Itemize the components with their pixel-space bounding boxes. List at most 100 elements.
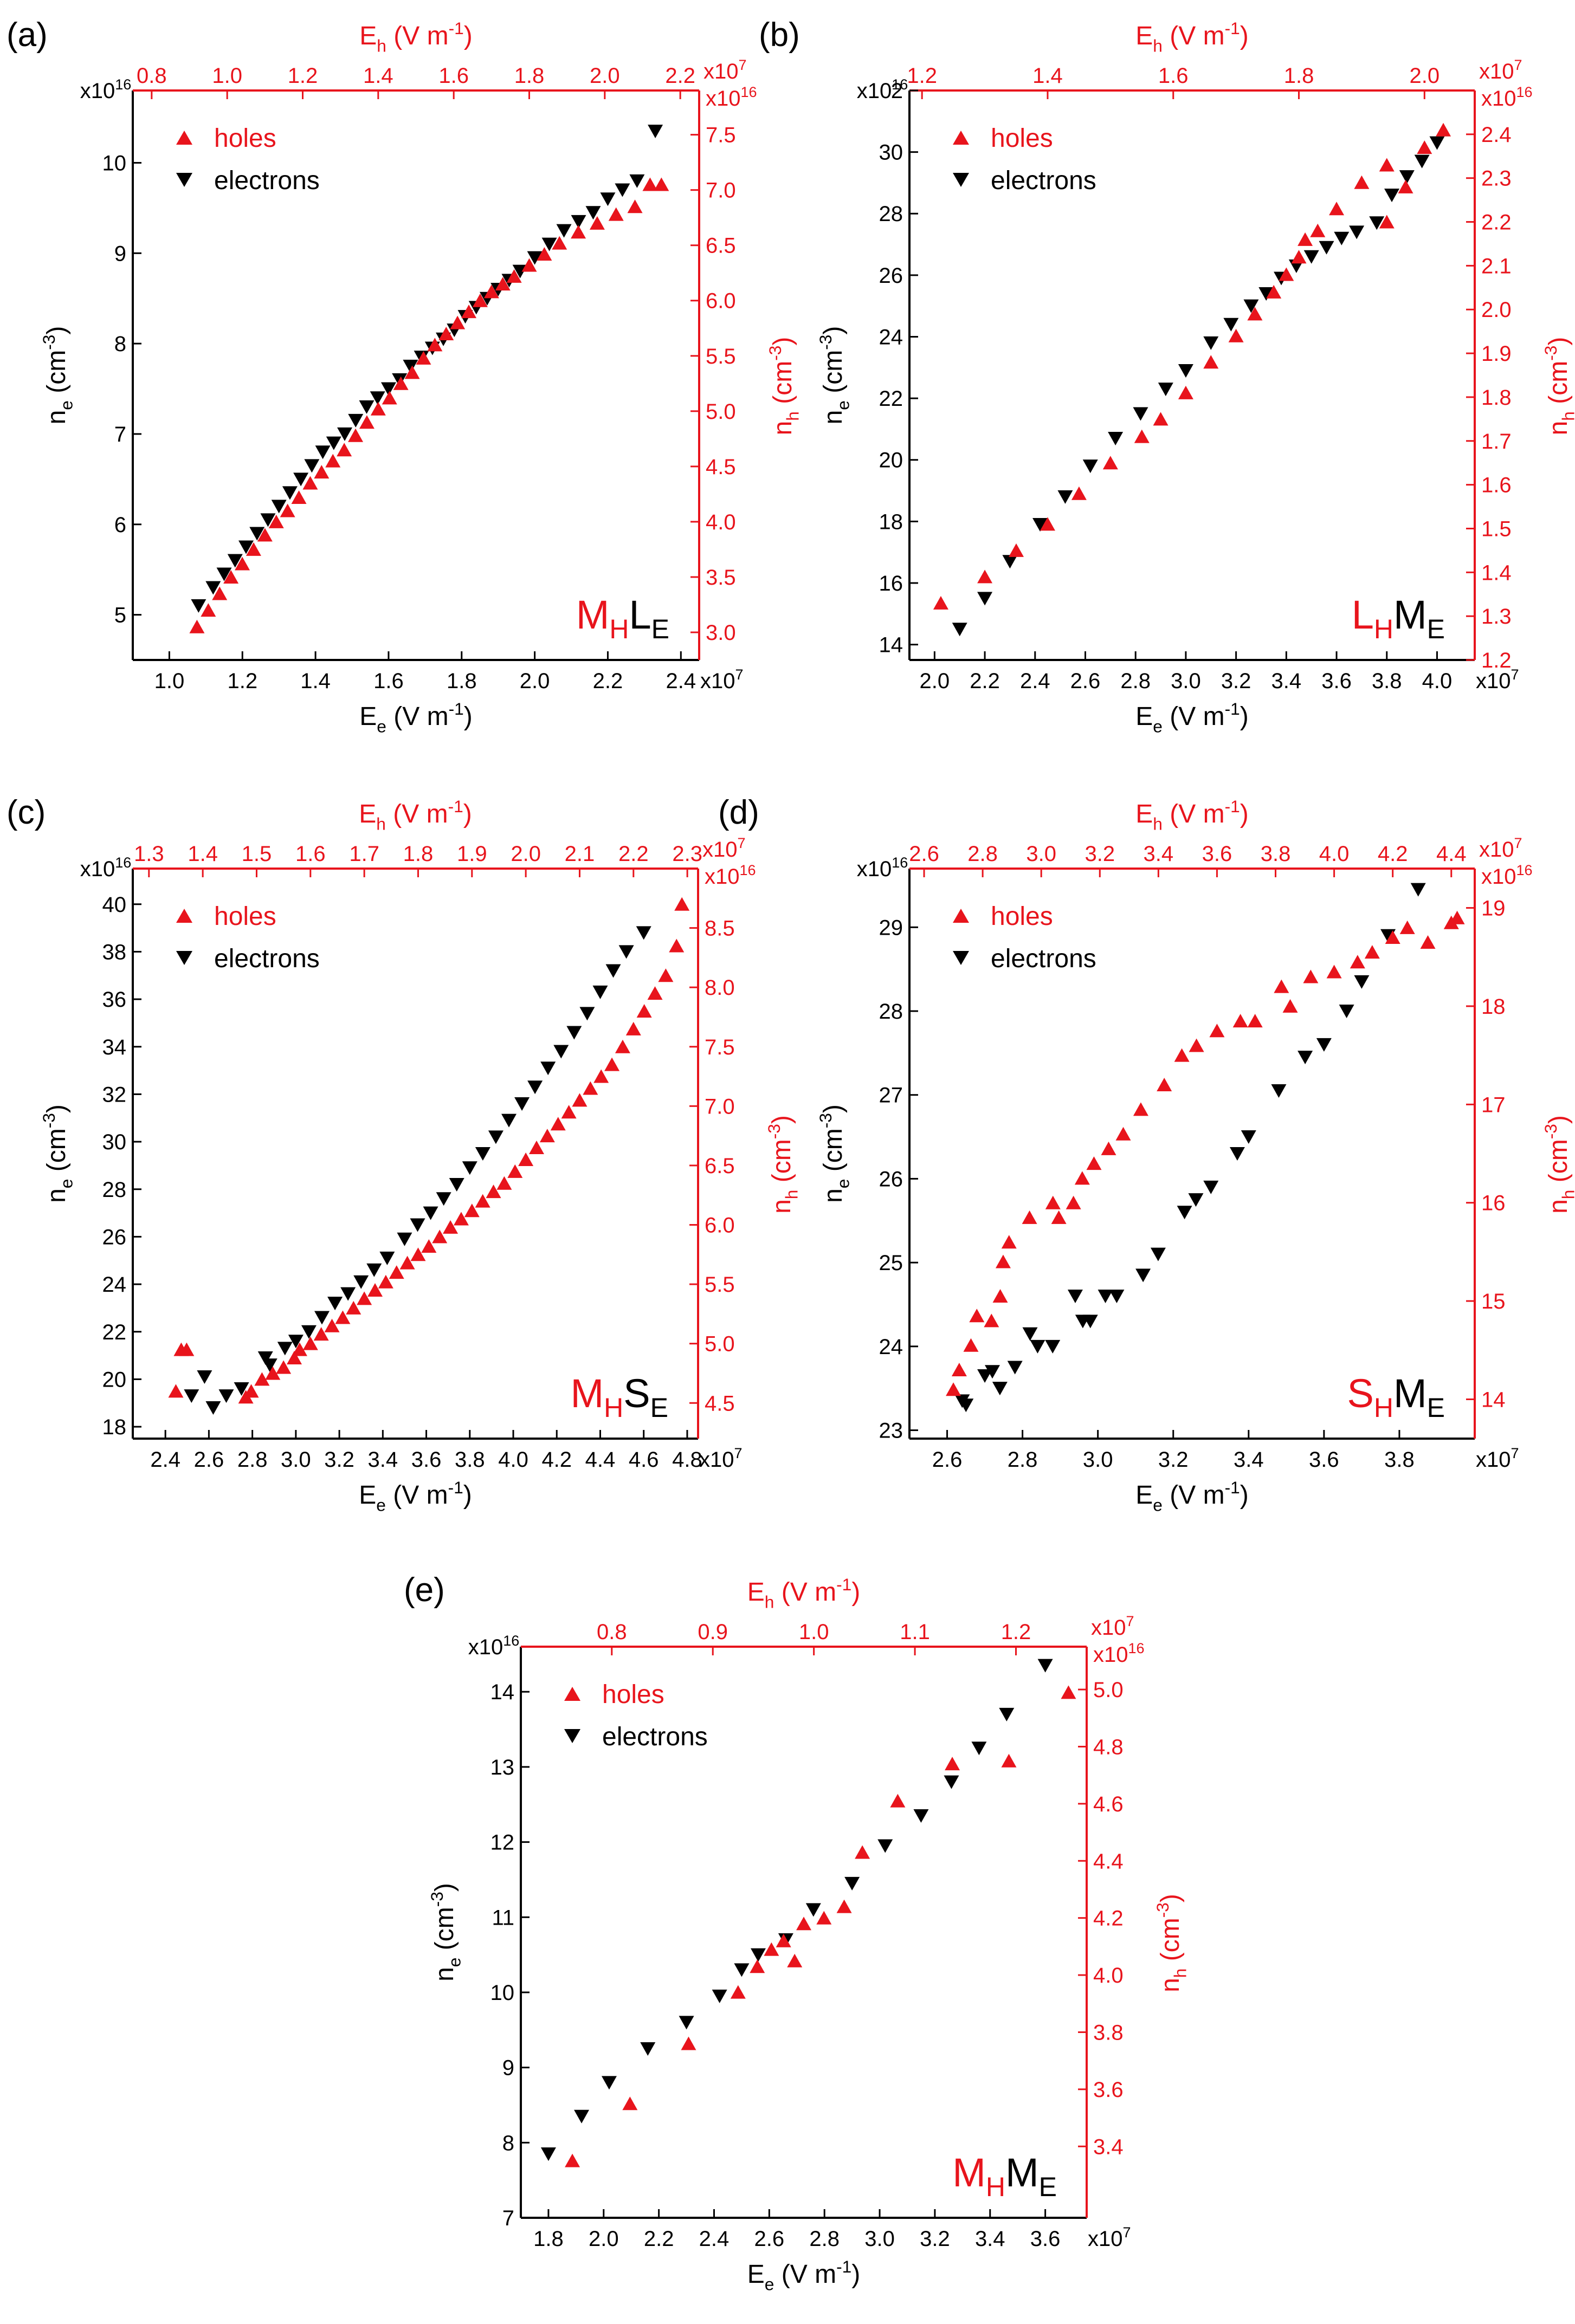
electrons-point	[304, 459, 320, 473]
holes-point	[1379, 215, 1395, 229]
bottom-tick-label: 1.4	[300, 669, 331, 693]
holes-point	[1298, 232, 1313, 246]
holes-point	[496, 1176, 512, 1190]
electrons-point	[301, 1325, 317, 1339]
chart-panel-c: (c) 2.4 2.6 2.8 3.0 3.2 3.4 3.6 3.8 4.0 4.2 4.4 4.6 4…	[7, 794, 801, 1514]
top-tick-label: 1.5	[242, 842, 272, 866]
electrons-point	[379, 1251, 395, 1265]
electrons-point	[1037, 1659, 1053, 1673]
right-tick-label: 4.8	[1093, 1735, 1124, 1759]
right-tick-label: 6.0	[705, 1214, 735, 1238]
right-tick-label: 5.0	[1093, 1678, 1124, 1702]
bottom-axis-multiplier: x107	[699, 1445, 743, 1472]
top-axis-title: Eh (V m-1)	[359, 18, 472, 56]
left-axis-title: ne (cm-3)	[39, 326, 76, 425]
left-tick-label: 29	[879, 916, 903, 940]
left-tick-label: 14	[490, 1680, 515, 1704]
bottom-axis-multiplier: x107	[700, 666, 744, 693]
right-tick-label: 4.0	[706, 510, 736, 534]
electrons-point	[380, 382, 396, 396]
top-tick-label: 1.0	[799, 1620, 829, 1644]
electrons-point	[1354, 975, 1370, 989]
holes-point	[359, 415, 375, 429]
right-tick-label: 15	[1481, 1290, 1506, 1313]
right-tick-label: 1.3	[1481, 605, 1512, 629]
electrons-point	[553, 1045, 569, 1059]
left-tick-label: 18	[879, 510, 903, 534]
legend-electrons-marker	[953, 951, 969, 965]
holes-point	[1436, 122, 1451, 137]
holes-point	[1379, 158, 1395, 172]
holes-point	[730, 1985, 746, 1999]
bottom-tick-label: 2.6	[754, 2227, 785, 2251]
electrons-point	[1057, 490, 1073, 504]
holes-point	[268, 514, 284, 528]
legend-holes-label: holes	[214, 124, 276, 153]
electrons-point	[527, 251, 543, 265]
left-tick-label: 23	[879, 1419, 903, 1443]
left-tick-label: 7	[502, 2206, 514, 2230]
electrons-point	[712, 1989, 727, 2003]
electrons-point	[541, 237, 557, 251]
electrons-point	[585, 206, 601, 220]
holes-point	[475, 1194, 490, 1208]
top-tick-label: 1.4	[188, 842, 218, 866]
top-tick-label: 1.6	[295, 842, 326, 866]
left-axis-title: ne (cm-3)	[816, 1104, 853, 1203]
electrons-point	[260, 513, 276, 527]
bottom-tick-label: 1.0	[154, 669, 185, 693]
bottom-tick-label: 3.6	[1030, 2227, 1061, 2251]
panel-label: (d)	[718, 794, 759, 831]
right-tick-label: 19	[1481, 897, 1506, 921]
legend-electrons-marker	[953, 173, 969, 187]
electrons-point	[999, 1707, 1015, 1721]
bottom-tick-label: 3.2	[920, 2227, 950, 2251]
holes-point	[1086, 1156, 1102, 1170]
electrons-point	[1150, 1247, 1166, 1261]
right-tick-label: 3.8	[1093, 2021, 1124, 2044]
holes-point	[984, 1313, 999, 1328]
right-axis-title: nh (cm-3)	[765, 337, 803, 436]
top-tick-label: 2.2	[618, 842, 649, 866]
legend-holes-marker	[564, 1687, 580, 1701]
electrons-point	[340, 1287, 356, 1301]
holes-point	[432, 1229, 448, 1244]
holes-point	[1157, 1078, 1172, 1092]
electrons-point	[877, 1839, 893, 1853]
electrons-point	[601, 2076, 617, 2090]
electrons-point	[282, 486, 298, 500]
legend-electrons-label: electrons	[991, 166, 1096, 195]
left-tick-label: 6	[114, 513, 126, 537]
bottom-tick-label: 1.8	[447, 669, 477, 693]
electrons-point	[1339, 1005, 1354, 1018]
holes-point	[427, 338, 443, 352]
holes-point	[1266, 284, 1282, 299]
sample-annotation: MHME	[952, 2150, 1057, 2202]
chart-panel-b: (b) 2.0 2.2 2.4 2.6 2.8 3.0 3.2 3.4 3.6 3.8 4.0 1.2 1…	[759, 16, 1575, 736]
right-tick-label: 1.8	[1481, 386, 1512, 410]
electrons-point	[366, 1263, 382, 1277]
bottom-tick-label: 3.2	[1158, 1448, 1189, 1472]
electrons-point	[1203, 336, 1219, 350]
electrons-point	[475, 1147, 490, 1161]
bottom-tick-label: 4.6	[629, 1448, 659, 1472]
bottom-tick-label: 3.2	[324, 1448, 354, 1472]
left-tick-label: 32	[102, 1083, 127, 1106]
electrons-point	[1384, 189, 1400, 203]
holes-point	[816, 1911, 832, 1925]
legend-electrons-label: electrons	[214, 944, 320, 973]
top-tick-label: 2.6	[909, 842, 939, 866]
left-tick-label: 8	[114, 332, 126, 356]
electrons-point	[1229, 1147, 1245, 1161]
electrons-point	[958, 1399, 974, 1413]
bottom-tick-label: 3.4	[1271, 669, 1302, 693]
right-axis-multiplier: x1016	[1093, 1640, 1145, 1667]
right-tick-label: 4.2	[1093, 1907, 1124, 1931]
top-tick-label: 2.2	[665, 64, 695, 88]
holes-point	[1074, 1171, 1090, 1185]
top-tick-label: 3.2	[1085, 842, 1115, 866]
electrons-point	[1399, 170, 1415, 184]
top-tick-label: 1.9	[457, 842, 487, 866]
bottom-tick-label: 3.4	[975, 2227, 1005, 2251]
panel-label: (b)	[759, 16, 800, 54]
